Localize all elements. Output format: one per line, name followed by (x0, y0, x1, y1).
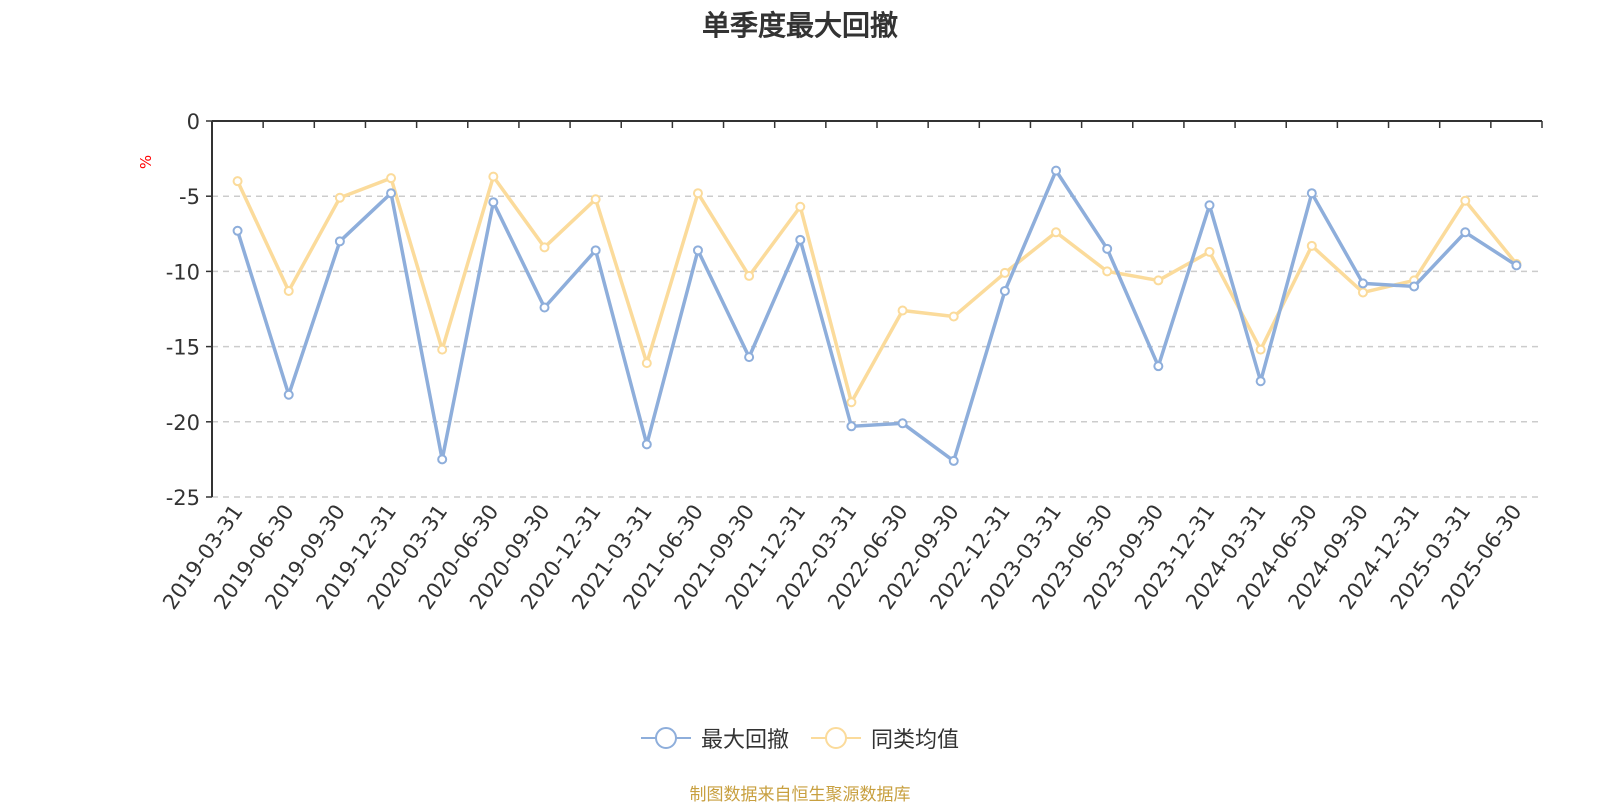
data-point (948, 455, 959, 466)
data-point (999, 267, 1010, 278)
data-point (283, 389, 294, 400)
legend-label: 最大回撤 (700, 728, 789, 753)
data-point (488, 197, 499, 208)
legend-marker-icon (811, 727, 861, 749)
axes: 0-5-10-15-20-252019-03-312019-06-302019-… (158, 110, 1543, 614)
data-point (590, 194, 601, 205)
data-point (897, 305, 908, 316)
data-point (795, 201, 806, 212)
data-point (846, 421, 857, 432)
data-point (795, 234, 806, 245)
data-point (744, 352, 755, 363)
data-point (1306, 240, 1317, 251)
data-point (1204, 200, 1215, 211)
legend: 最大回撤 同类均值 (0, 722, 1600, 754)
data-point (334, 236, 345, 247)
y-tick-label: -10 (166, 260, 200, 284)
data-point (232, 176, 243, 187)
data-point (1357, 278, 1368, 289)
y-tick-label: -25 (166, 486, 200, 510)
data-point (948, 311, 959, 322)
data-point (1511, 260, 1522, 271)
y-axis-unit-label: % (137, 155, 155, 169)
data-point (1102, 266, 1113, 277)
data-point (641, 439, 652, 450)
legend-label: 同类均值 (871, 728, 960, 753)
legend-marker-icon (640, 727, 691, 749)
data-point (641, 358, 652, 369)
y-tick-label: -5 (179, 185, 200, 209)
data-point (897, 418, 908, 429)
data-point (232, 225, 243, 236)
y-tick-label: -20 (166, 411, 200, 435)
data-point (1255, 376, 1266, 387)
data-point (437, 454, 448, 465)
data-point (692, 245, 703, 256)
series-line (235, 174, 1518, 404)
data-point (1306, 188, 1317, 199)
data-point (1153, 275, 1164, 286)
data-point (539, 242, 550, 253)
data-point (1051, 165, 1062, 176)
data-point (1204, 246, 1215, 257)
data-point (1460, 227, 1471, 238)
y-tick-label: -15 (166, 336, 200, 360)
data-point (692, 188, 703, 199)
data-point (1153, 361, 1164, 372)
chart-title: 单季度最大回撤 (701, 9, 898, 42)
data-point (590, 245, 601, 256)
series-line (235, 168, 1518, 463)
data-point (1409, 281, 1420, 292)
data-point (488, 171, 499, 182)
data-point (386, 173, 397, 184)
legend-item-max-drawdown[interactable]: 最大回撤 (640, 722, 789, 754)
data-point (334, 192, 345, 203)
data-point (846, 397, 857, 408)
series-lines (232, 165, 1522, 466)
data-point (1255, 344, 1266, 355)
data-point (999, 285, 1010, 296)
data-point (1102, 243, 1113, 254)
y-tick-label: 0 (187, 110, 200, 134)
data-point (386, 188, 397, 199)
data-point (1357, 287, 1368, 298)
data-point (283, 285, 294, 296)
data-point (1051, 227, 1062, 238)
data-point (1460, 195, 1471, 206)
data-point (539, 302, 550, 313)
data-point (437, 344, 448, 355)
legend-item-peer-average[interactable]: 同类均值 (811, 722, 959, 754)
data-point (744, 270, 755, 281)
source-note: 制图数据来自恒生聚源数据库 (689, 785, 911, 805)
